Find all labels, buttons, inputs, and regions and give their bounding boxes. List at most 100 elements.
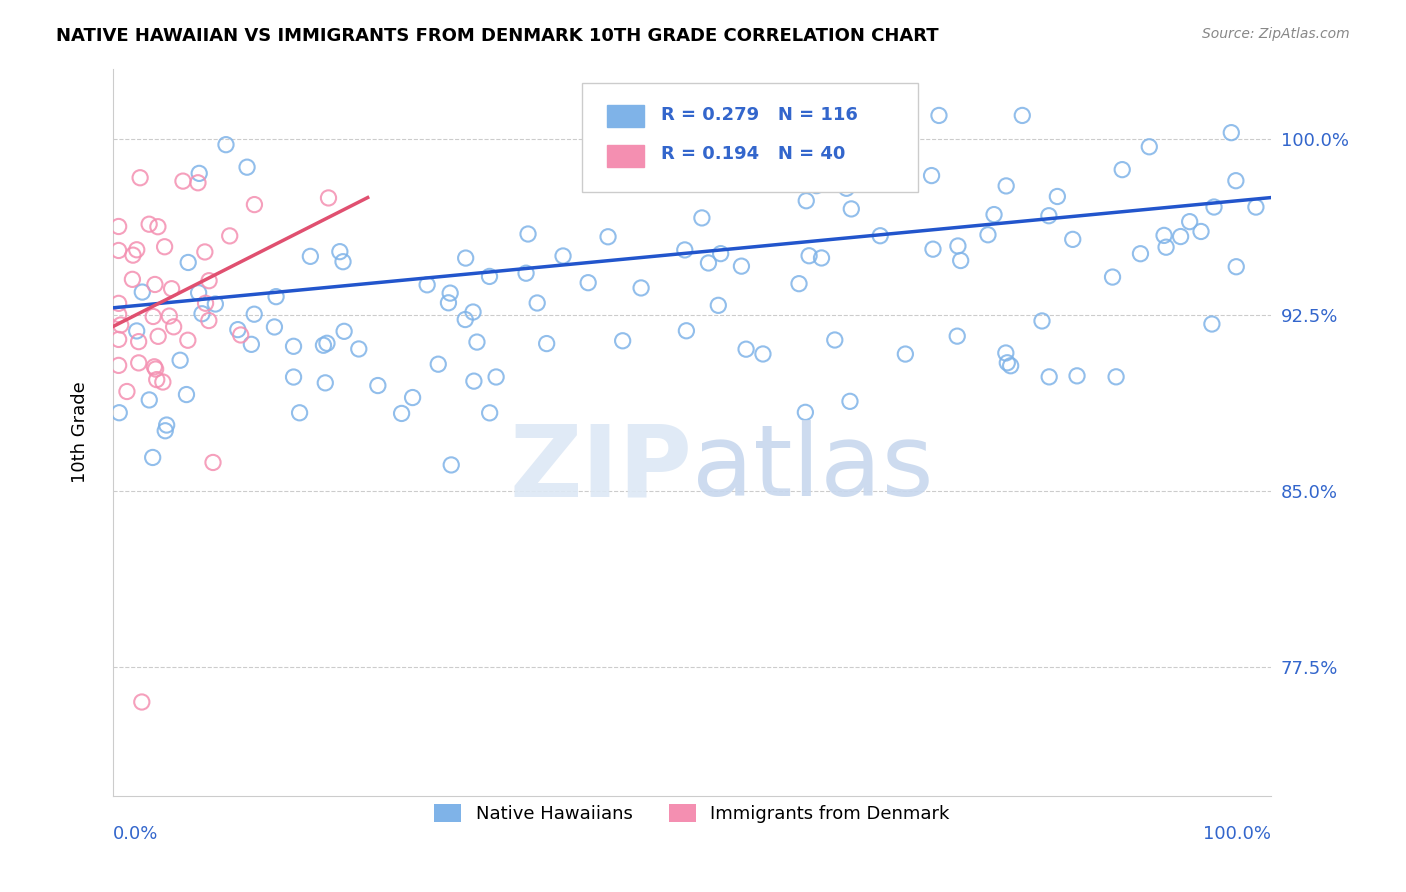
Text: 0.0%: 0.0%	[112, 825, 159, 843]
Point	[995, 178, 1018, 193]
Point	[921, 169, 943, 183]
Point	[108, 406, 131, 420]
Point	[1031, 314, 1053, 328]
Point	[1011, 108, 1033, 122]
Point	[129, 170, 152, 185]
Point	[1101, 270, 1123, 285]
Point	[478, 406, 501, 420]
Text: R = 0.194   N = 40: R = 0.194 N = 40	[661, 145, 845, 163]
Point	[463, 374, 485, 388]
Y-axis label: 10th Grade: 10th Grade	[72, 381, 89, 483]
Point	[314, 376, 336, 390]
Point	[318, 191, 340, 205]
Point	[191, 307, 214, 321]
Point	[517, 227, 540, 241]
Point	[1153, 228, 1175, 243]
Point	[596, 229, 619, 244]
Point	[204, 297, 226, 311]
FancyBboxPatch shape	[582, 83, 918, 192]
Point	[121, 272, 143, 286]
Point	[602, 133, 624, 147]
Point	[264, 290, 287, 304]
Point	[839, 394, 862, 409]
Point	[163, 319, 186, 334]
Point	[735, 342, 758, 356]
Point	[440, 458, 463, 472]
Point	[198, 274, 221, 288]
Point	[465, 334, 488, 349]
Point	[188, 166, 211, 180]
Point	[946, 239, 969, 253]
Point	[155, 424, 177, 438]
Point	[690, 211, 713, 225]
Point	[110, 318, 132, 332]
Point	[218, 228, 240, 243]
Point	[146, 329, 169, 343]
Point	[172, 174, 194, 188]
Point	[146, 219, 169, 234]
Legend: Native Hawaiians, Immigrants from Denmark: Native Hawaiians, Immigrants from Denmar…	[427, 797, 957, 830]
Point	[316, 336, 339, 351]
Point	[806, 178, 828, 193]
Point	[922, 242, 945, 256]
Point	[107, 359, 129, 373]
Point	[169, 353, 191, 368]
Point	[835, 181, 858, 195]
Point	[576, 276, 599, 290]
Point	[333, 324, 356, 338]
Point	[177, 333, 200, 347]
Point	[229, 328, 252, 343]
Point	[1038, 209, 1060, 223]
Point	[187, 176, 209, 190]
Point	[283, 370, 305, 384]
Point	[810, 251, 832, 265]
Text: atlas: atlas	[692, 420, 934, 517]
Point	[125, 324, 148, 338]
Point	[107, 333, 129, 347]
Point	[839, 202, 862, 216]
Point	[427, 357, 450, 371]
Point	[794, 405, 817, 419]
Point	[949, 253, 972, 268]
Point	[201, 455, 224, 469]
Point	[143, 277, 166, 292]
Point	[215, 137, 238, 152]
Point	[1066, 368, 1088, 383]
Point	[707, 298, 730, 312]
Point	[391, 407, 413, 421]
Text: 100.0%: 100.0%	[1204, 825, 1271, 843]
Point	[797, 249, 820, 263]
Point	[730, 259, 752, 273]
Text: R = 0.279   N = 116: R = 0.279 N = 116	[661, 106, 858, 124]
Point	[1137, 140, 1160, 154]
Point	[946, 329, 969, 343]
Point	[461, 305, 484, 319]
Point	[138, 392, 160, 407]
Point	[1225, 260, 1247, 274]
Point	[160, 282, 183, 296]
Point	[995, 356, 1018, 370]
Point	[1000, 359, 1022, 373]
Point	[1170, 229, 1192, 244]
Point	[128, 356, 150, 370]
FancyBboxPatch shape	[607, 145, 644, 167]
Point	[485, 370, 508, 384]
Text: Source: ZipAtlas.com: Source: ZipAtlas.com	[1202, 27, 1350, 41]
Point	[1189, 225, 1212, 239]
Point	[176, 387, 198, 401]
Point	[478, 269, 501, 284]
Point	[710, 246, 733, 260]
Point	[115, 384, 138, 399]
Point	[143, 359, 166, 374]
Point	[142, 310, 165, 324]
Point	[145, 362, 167, 376]
Point	[824, 333, 846, 347]
Point	[107, 296, 129, 310]
Point	[236, 160, 259, 174]
Point	[332, 254, 354, 268]
Point	[312, 338, 335, 352]
Point	[240, 337, 263, 351]
Point	[145, 373, 167, 387]
Point	[869, 228, 891, 243]
Point	[1062, 232, 1084, 246]
